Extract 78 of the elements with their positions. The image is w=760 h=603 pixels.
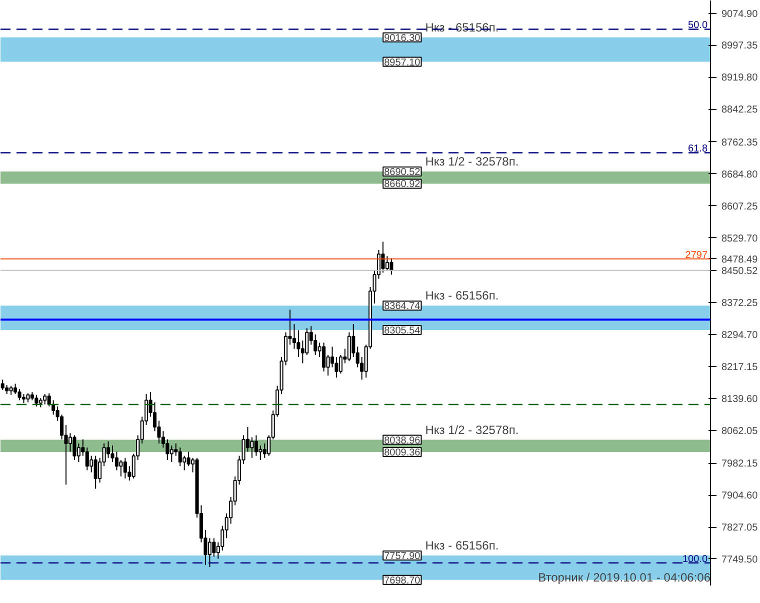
y-tick-label: 8294.70 [722,330,758,341]
candlestick [254,434,258,456]
candlestick [385,256,389,272]
candlestick [258,445,262,460]
y-tick-label: 8478.49 [722,254,758,266]
y-tick-label: 8529.70 [722,233,758,244]
candlestick [347,332,351,362]
candlestick [26,392,30,403]
annotation: 8009.36 [384,447,421,458]
y-tick-label: 8372.25 [722,298,758,310]
candlestick [390,258,394,276]
candlestick [170,445,174,462]
candlestick [106,440,110,458]
y-tick-label: 9074.90 [722,8,758,20]
annotation: 7757.90 [384,550,421,562]
candlestick [38,398,42,408]
band-label: Нкз - 65156п. [425,538,499,552]
candlestick [85,447,89,471]
candlestick [114,451,118,471]
y-tick-label: 8607.25 [722,201,758,212]
y-tick-label: 8139.60 [722,394,758,405]
annotation: 8305.54 [384,326,421,337]
annotation: 8690.52 [384,167,421,178]
candlestick [18,388,22,401]
candlestick [338,354,342,374]
candlestick [381,241,385,274]
candlestick [14,383,18,395]
candlestick [212,538,216,558]
annotation: 8957.10 [384,57,421,68]
candlestick [123,457,127,479]
candlestick [330,346,334,368]
band-label: Нкз 1/2 - 32578п. [425,154,519,169]
annotation: 8038.96 [384,435,421,446]
candlestick [292,324,296,350]
y-tick-label: 7982.15 [722,458,758,470]
annotation: 8660.92 [384,179,421,190]
candlestick [314,334,318,356]
band-label: Нкз 1/2 - 32578п. [425,422,519,437]
candlestick [166,438,170,460]
candlestick [208,538,212,568]
candlestick [5,384,9,395]
y-tick-label: 7827.05 [722,522,758,534]
y-tick-label: 8842.25 [722,104,758,116]
y-tick-label: 8217.15 [722,362,758,373]
candlestick [9,385,13,396]
y-tick-label: 7904.60 [722,490,758,502]
candlestick [0,379,4,390]
candlestick [68,432,72,452]
y-tick-label: 8062.05 [722,426,758,437]
candlestick [305,328,309,356]
candlestick [72,434,76,460]
candlestick [119,459,123,477]
y-tick-label: 7749.50 [722,554,758,566]
candlestick [47,392,51,407]
y-tick-label: 8919.80 [722,72,758,84]
candlestick [186,451,190,467]
candlestick [60,414,64,440]
annotation: 2797 [685,250,708,261]
annotation: 50.0 [688,20,708,32]
annotation: 9016.30 [384,32,421,44]
annotation: 100.0 [682,554,708,565]
y-tick-label: 8450.52 [722,266,758,277]
candlestick [43,394,47,405]
candlestick [22,394,26,404]
candlestick [182,455,186,471]
y-tick-label: 8684.80 [722,169,758,180]
candlestick [296,330,300,358]
candlestick [178,447,182,467]
annotation: 7698.70 [384,575,421,586]
y-tick-label: 8762.35 [722,137,758,148]
candlestick [250,436,254,458]
candlestick [322,342,326,372]
candlestick [34,394,38,407]
annotation: 8364.74 [384,301,421,312]
candlestick [94,455,98,490]
band-label: Нкз - 65156п. [425,288,499,303]
annotation: 61.8 [688,144,708,155]
y-tick-label: 8997.35 [722,40,758,52]
